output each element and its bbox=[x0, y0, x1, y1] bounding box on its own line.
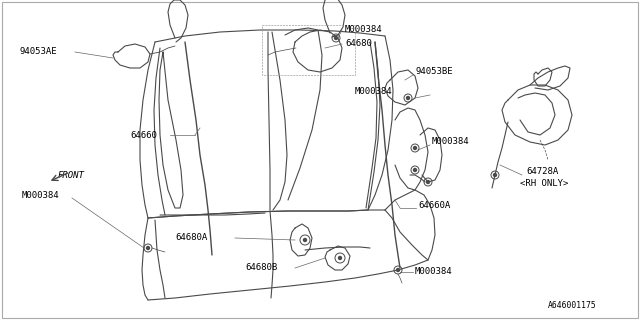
Circle shape bbox=[406, 97, 410, 100]
Text: 64680B: 64680B bbox=[245, 263, 277, 273]
Text: FRONT: FRONT bbox=[58, 171, 85, 180]
Text: 94053BE: 94053BE bbox=[415, 68, 452, 76]
Text: M000384: M000384 bbox=[345, 26, 383, 35]
Circle shape bbox=[303, 238, 307, 242]
Circle shape bbox=[147, 246, 150, 250]
Circle shape bbox=[426, 180, 429, 183]
Text: 64680: 64680 bbox=[345, 39, 372, 49]
Text: 94053AE: 94053AE bbox=[20, 47, 58, 57]
Text: M000384: M000384 bbox=[355, 87, 392, 97]
Text: 64660A: 64660A bbox=[418, 201, 451, 210]
Text: M000384: M000384 bbox=[415, 268, 452, 276]
Text: 64660: 64660 bbox=[130, 131, 157, 140]
Circle shape bbox=[493, 173, 497, 177]
Circle shape bbox=[339, 257, 342, 260]
Text: M000384: M000384 bbox=[22, 190, 60, 199]
Text: 64728A: 64728A bbox=[526, 167, 558, 177]
Circle shape bbox=[397, 268, 399, 271]
Text: A646001175: A646001175 bbox=[548, 301, 596, 310]
Text: <RH ONLY>: <RH ONLY> bbox=[520, 180, 568, 188]
Circle shape bbox=[335, 36, 337, 39]
Text: 64680A: 64680A bbox=[175, 234, 207, 243]
Circle shape bbox=[413, 147, 417, 149]
Circle shape bbox=[413, 169, 417, 172]
Text: M000384: M000384 bbox=[432, 138, 470, 147]
